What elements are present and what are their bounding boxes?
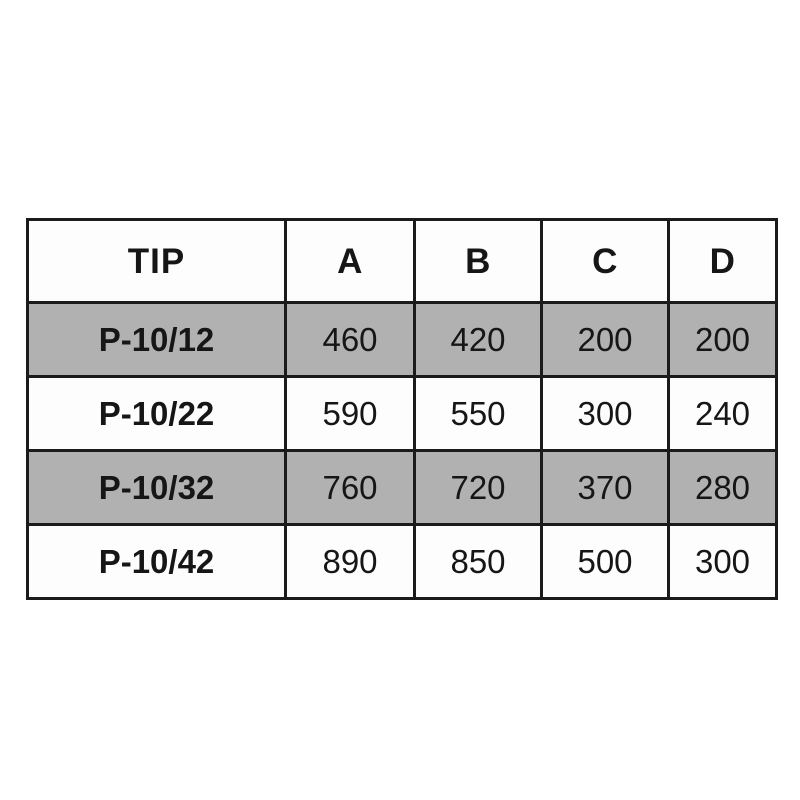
column-header-c: C — [540, 218, 670, 304]
model-name-cell: P-10/32 — [26, 449, 287, 526]
dimension-c-cell: 200 — [540, 301, 670, 378]
dimension-c-cell: 300 — [540, 375, 670, 452]
column-header-b: B — [413, 218, 543, 304]
table-row: P-10/12 460 420 200 200 — [26, 301, 778, 378]
dimension-b-cell: 420 — [413, 301, 543, 378]
model-name-cell: P-10/22 — [26, 375, 287, 452]
dimension-b-cell: 720 — [413, 449, 543, 526]
column-header-tip: TIP — [26, 218, 287, 304]
model-name-cell: P-10/12 — [26, 301, 287, 378]
dimension-b-cell: 550 — [413, 375, 543, 452]
dimension-c-cell: 500 — [540, 523, 670, 600]
dimension-a-cell: 590 — [284, 375, 416, 452]
dimension-a-cell: 890 — [284, 523, 416, 600]
model-name-cell: P-10/42 — [26, 523, 287, 600]
dimension-b-cell: 850 — [413, 523, 543, 600]
dimension-d-cell: 200 — [667, 301, 778, 378]
spec-table-container: TIP A B C D P-10/12 460 420 200 200 P-10… — [26, 218, 778, 600]
dimension-a-cell: 760 — [284, 449, 416, 526]
table-row: P-10/22 590 550 300 240 — [26, 375, 778, 452]
dimension-d-cell: 240 — [667, 375, 778, 452]
dimension-a-cell: 460 — [284, 301, 416, 378]
table-header-row: TIP A B C D — [26, 218, 778, 304]
dimension-c-cell: 370 — [540, 449, 670, 526]
table-row: P-10/32 760 720 370 280 — [26, 449, 778, 526]
column-header-d: D — [667, 218, 778, 304]
column-header-a: A — [284, 218, 416, 304]
table-row: P-10/42 890 850 500 300 — [26, 523, 778, 600]
dimension-d-cell: 280 — [667, 449, 778, 526]
dimension-d-cell: 300 — [667, 523, 778, 600]
product-dimension-table: TIP A B C D P-10/12 460 420 200 200 P-10… — [26, 218, 778, 600]
